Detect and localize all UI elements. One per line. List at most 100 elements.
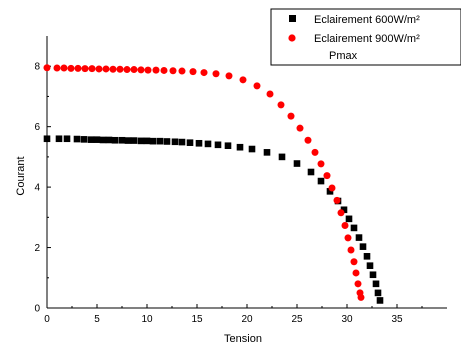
data-point	[350, 224, 358, 232]
data-point	[87, 136, 95, 143]
data-point	[200, 69, 208, 77]
data-point	[74, 64, 82, 72]
data-point	[359, 243, 367, 250]
data-point	[317, 177, 325, 185]
data-point	[293, 160, 301, 167]
x-tick-label: 15	[191, 314, 203, 325]
data-point	[311, 148, 319, 156]
data-point	[99, 136, 107, 144]
data-point	[195, 139, 203, 147]
data-point	[105, 136, 113, 144]
data-point	[53, 64, 61, 72]
data-point	[278, 153, 286, 161]
data-point	[333, 196, 341, 204]
data-point	[43, 64, 51, 72]
data-point	[263, 149, 271, 156]
data-point	[347, 246, 355, 254]
data-point	[344, 234, 352, 242]
data-point	[376, 297, 384, 304]
x-tick-label: 10	[141, 314, 153, 325]
data-point	[326, 188, 334, 195]
legend-label-pmax: Pmax	[329, 50, 358, 62]
data-point	[93, 136, 101, 143]
data-point	[160, 66, 168, 74]
legend-label-600: Eclairement 600W/m²	[314, 14, 420, 26]
data-point	[317, 160, 325, 168]
legend-marker-600	[289, 15, 296, 22]
x-tick-label: 0	[44, 314, 50, 325]
data-point	[354, 280, 362, 288]
x-tick-label: 20	[241, 314, 253, 325]
data-point	[212, 70, 220, 78]
x-axis-title: Tension	[224, 333, 262, 345]
data-point	[363, 253, 371, 260]
data-point	[355, 234, 363, 241]
data-point	[225, 72, 233, 80]
data-point	[73, 135, 81, 143]
data-point	[204, 140, 212, 148]
data-point	[357, 293, 365, 301]
data-point	[163, 138, 171, 145]
data-point	[60, 64, 68, 72]
data-point	[369, 271, 377, 279]
data-point	[63, 135, 71, 143]
data-point	[130, 66, 138, 74]
y-tick-label: 4	[34, 183, 40, 194]
data-point	[266, 90, 274, 98]
data-point	[137, 137, 145, 145]
data-point	[350, 258, 358, 266]
series-1	[43, 135, 384, 304]
data-point	[116, 65, 124, 73]
data-point	[248, 145, 256, 153]
data-point	[178, 138, 186, 146]
data-point	[253, 82, 261, 90]
data-point	[43, 135, 51, 143]
data-point	[88, 65, 96, 73]
data-point	[277, 101, 285, 109]
y-tick-label: 8	[34, 62, 40, 73]
data-point	[111, 136, 119, 144]
data-point	[323, 172, 331, 180]
x-tick-label: 35	[391, 314, 403, 325]
data-point	[67, 64, 75, 72]
data-point	[55, 135, 63, 143]
y-tick-label: 2	[34, 243, 40, 254]
x-tick-label: 25	[291, 314, 303, 325]
data-point	[130, 137, 138, 144]
data-point	[304, 136, 312, 144]
data-point	[296, 124, 304, 132]
data-point	[118, 136, 126, 144]
data-point	[374, 289, 382, 297]
data-point	[186, 139, 194, 146]
series-2	[43, 64, 365, 301]
y-tick-label: 6	[34, 122, 40, 133]
data-point	[109, 65, 117, 73]
data-point	[95, 65, 103, 73]
data-point	[328, 184, 336, 192]
data-point	[102, 65, 110, 73]
data-point	[345, 215, 353, 223]
data-point	[171, 138, 179, 146]
data-point	[372, 280, 380, 288]
data-point	[337, 209, 345, 217]
data-point	[307, 168, 315, 176]
x-tick-label: 5	[94, 314, 100, 325]
x-tick-label: 30	[341, 314, 353, 325]
axis-ticks: 0 5 10 15 20 25 30 35 0 2 4 6 8	[34, 62, 423, 325]
data-point	[123, 66, 131, 74]
legend: Eclairement 600W/m² Eclairement 900W/m² …	[270, 8, 461, 66]
data-point	[149, 137, 157, 145]
data-point	[152, 66, 160, 74]
data-series	[43, 64, 384, 304]
data-point	[352, 269, 360, 277]
y-tick-label: 0	[34, 304, 40, 315]
data-point	[341, 221, 349, 229]
data-point	[81, 65, 89, 73]
data-point	[178, 67, 186, 75]
data-point	[156, 137, 164, 145]
data-point	[169, 67, 177, 75]
data-point	[143, 137, 151, 145]
legend-box	[270, 8, 461, 66]
data-point	[124, 137, 132, 144]
data-point	[137, 66, 145, 74]
